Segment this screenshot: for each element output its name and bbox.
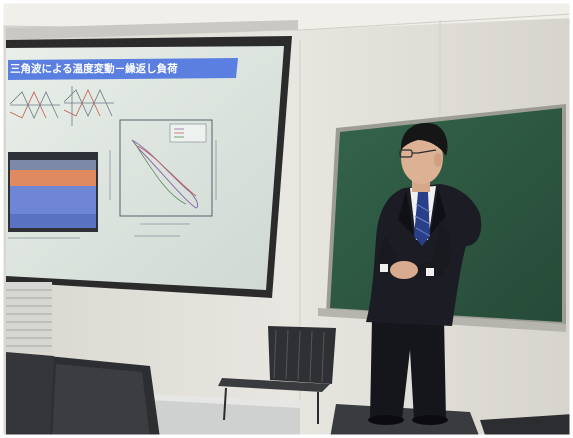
chair [218,326,336,424]
screen-housing [6,20,298,40]
foreground-chair-left [6,352,160,438]
slide-title-bar [8,58,238,80]
hysteresis-plot [109,119,217,237]
waveform-sketch [9,86,114,126]
speaker [366,123,482,425]
contour-figure [8,152,98,239]
slide-title: 三角波による温度変動－繰返し負荷 [10,63,178,75]
clasped-hands [390,261,418,279]
speaker-head [401,132,443,184]
glasses [399,149,437,158]
window-blinds [6,282,52,352]
